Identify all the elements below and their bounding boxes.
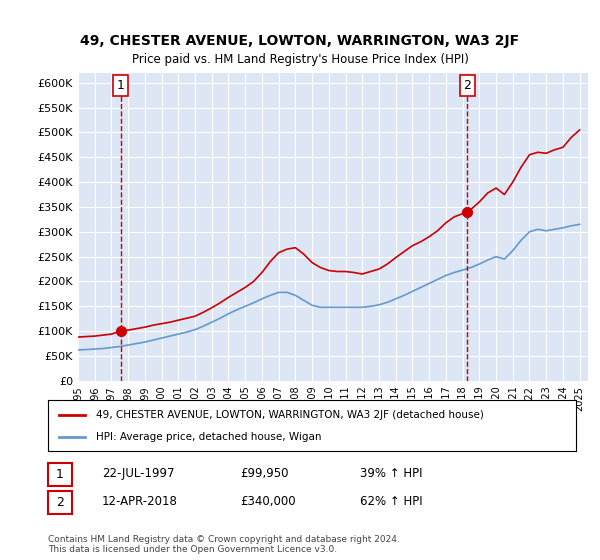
Text: £340,000: £340,000 [240,494,296,508]
Text: 1: 1 [56,468,64,481]
Text: 12-APR-2018: 12-APR-2018 [102,494,178,508]
Text: 39% ↑ HPI: 39% ↑ HPI [360,466,422,480]
Text: 62% ↑ HPI: 62% ↑ HPI [360,494,422,508]
Text: 22-JUL-1997: 22-JUL-1997 [102,466,175,480]
Text: Contains HM Land Registry data © Crown copyright and database right 2024.
This d: Contains HM Land Registry data © Crown c… [48,535,400,554]
Text: 1: 1 [117,79,125,92]
Text: Price paid vs. HM Land Registry's House Price Index (HPI): Price paid vs. HM Land Registry's House … [131,53,469,66]
Text: 2: 2 [56,496,64,509]
Text: £99,950: £99,950 [240,466,289,480]
Text: 49, CHESTER AVENUE, LOWTON, WARRINGTON, WA3 2JF (detached house): 49, CHESTER AVENUE, LOWTON, WARRINGTON, … [95,409,484,419]
Text: 2: 2 [463,79,471,92]
Text: HPI: Average price, detached house, Wigan: HPI: Average price, detached house, Wiga… [95,432,321,442]
Text: 49, CHESTER AVENUE, LOWTON, WARRINGTON, WA3 2JF: 49, CHESTER AVENUE, LOWTON, WARRINGTON, … [80,34,520,48]
